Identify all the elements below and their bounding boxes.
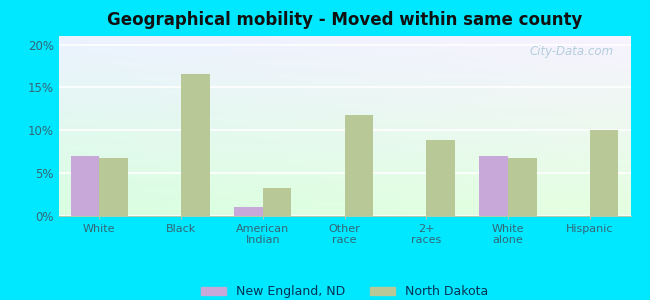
Bar <box>71 156 99 216</box>
Bar <box>344 115 373 216</box>
Bar <box>263 188 291 216</box>
Bar <box>99 158 128 216</box>
Bar <box>426 140 455 216</box>
Bar <box>479 156 508 216</box>
Text: City-Data.com: City-Data.com <box>529 45 614 58</box>
Title: Geographical mobility - Moved within same county: Geographical mobility - Moved within sam… <box>107 11 582 29</box>
Legend: New England, ND, North Dakota: New England, ND, North Dakota <box>196 280 493 300</box>
Bar <box>508 158 536 216</box>
Bar <box>181 74 210 216</box>
Bar <box>590 130 618 216</box>
Bar <box>234 207 263 216</box>
